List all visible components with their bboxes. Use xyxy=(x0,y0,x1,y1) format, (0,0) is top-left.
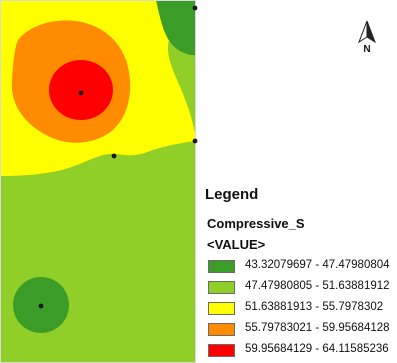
legend-class-label: 43.32079697 - 47.47980804 xyxy=(245,259,390,271)
zone-class5 xyxy=(49,60,113,120)
sample-point xyxy=(111,153,117,159)
north-label: N xyxy=(363,44,370,54)
legend-swatch xyxy=(208,281,235,294)
sample-point xyxy=(192,5,198,11)
sample-point xyxy=(38,303,44,309)
sample-point xyxy=(192,138,198,144)
legend-class-label: 47.47980805 - 51.63881912 xyxy=(245,280,390,292)
map-frame xyxy=(0,0,198,363)
legend-swatch xyxy=(208,260,235,273)
legend-swatch xyxy=(208,344,235,357)
zone-class1-top-right xyxy=(156,0,196,56)
legend-swatch xyxy=(208,302,235,315)
north-arrow-icon: N xyxy=(358,20,376,54)
legend-title: Legend xyxy=(205,186,259,203)
legend-class-label: 59.95684129 - 64.11585236 xyxy=(245,343,389,355)
legend-field-name: Compressive_S xyxy=(207,216,305,231)
legend-class-label: 51.63881913 - 55.7978302 xyxy=(245,301,384,313)
legend-value-header: <VALUE> xyxy=(207,237,266,252)
sample-point xyxy=(78,90,84,96)
legend-class-label: 55.79783021 - 59.95684128 xyxy=(245,322,390,334)
legend-swatch xyxy=(208,323,235,336)
